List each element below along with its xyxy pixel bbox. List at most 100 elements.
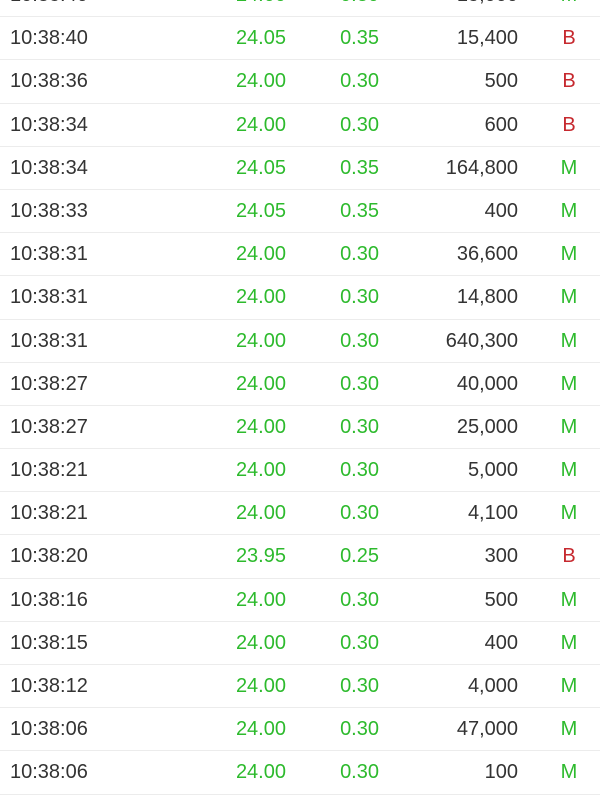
trade-flag: M	[560, 502, 578, 525]
trade-volume: 640,300	[445, 329, 518, 352]
trade-change: 0.30	[340, 0, 379, 16]
trade-change: 0.35	[340, 156, 379, 179]
trade-time: 10:38:12	[10, 675, 88, 697]
trade-price: 24.00	[235, 329, 286, 352]
trade-volume: 500	[484, 588, 518, 611]
trade-change: 0.35	[340, 199, 379, 222]
trade-flag: M	[560, 459, 578, 482]
trade-change: 0.30	[340, 372, 379, 395]
trade-flag: M	[560, 718, 578, 741]
trade-volume: 400	[484, 631, 518, 654]
trade-volume: 36,600	[456, 243, 518, 266]
trade-change: 0.30	[340, 415, 379, 438]
trade-time: 10:38:27	[10, 415, 88, 438]
trade-row[interactable]: 10:38:31 24.00 0.30 640,300 M	[0, 320, 600, 363]
trade-row[interactable]: 10:38:06 24.00 0.30 100 M	[0, 751, 600, 795]
trade-volume: 4,100	[467, 502, 518, 525]
trade-row[interactable]: 10:38:06 24.00 0.30 47,000 M	[0, 708, 600, 752]
trade-row[interactable]: 10:38:36 24.00 0.30 500 B	[0, 60, 600, 104]
trade-flag: B	[562, 113, 576, 136]
trade-volume: 100	[484, 761, 518, 784]
trade-price: 24.00	[235, 675, 286, 697]
trade-row[interactable]: 10:38:21 24.00 0.30 4,100 M	[0, 492, 600, 536]
trade-flag: B	[562, 545, 576, 568]
trade-price: 24.00	[235, 372, 286, 395]
trade-volume: 25,000	[456, 415, 518, 438]
trade-price: 24.00	[236, 0, 286, 16]
trade-flag: M	[558, 0, 580, 16]
trade-row[interactable]: 10:38:15 24.00 0.30 400 M	[0, 622, 600, 665]
trade-row[interactable]: 10:38:33 24.05 0.35 400 M	[0, 190, 600, 234]
trade-time: 10:38:06	[10, 761, 88, 784]
trade-volume: 40,000	[456, 372, 518, 395]
trade-change: 0.30	[340, 286, 379, 309]
trade-flag: M	[560, 156, 578, 179]
trade-time: 10:38:27	[10, 372, 88, 395]
trade-volume: 500	[484, 70, 518, 93]
trade-price: 24.00	[235, 502, 286, 525]
trade-time: 10:38:21	[10, 459, 88, 482]
trade-time: 10:38:31	[10, 286, 88, 309]
trade-row[interactable]: 10:38:27 24.00 0.30 25,000 M	[0, 406, 600, 450]
trade-time: 10:38:15	[10, 631, 88, 654]
trade-volume: 300	[484, 545, 518, 568]
trade-flag: M	[560, 372, 578, 395]
trade-row[interactable]: 10:38:12 24.00 0.30 4,000 M	[0, 665, 600, 709]
trade-change: 0.30	[340, 113, 379, 136]
trade-time: 10:38:40	[10, 27, 88, 50]
trade-change: 0.30	[340, 718, 379, 741]
trade-price: 24.00	[235, 243, 286, 266]
trade-change: 0.30	[340, 70, 379, 93]
trade-flag: M	[560, 329, 578, 352]
trade-row[interactable]: 10:38:21 24.00 0.30 5,000 M	[0, 449, 600, 493]
trade-volume: 15,000	[457, 0, 518, 16]
trade-volume: 5,000	[467, 459, 518, 482]
trade-time: 10:38:31	[10, 243, 88, 266]
trade-row[interactable]: 10:38:31 24.00 0.30 36,600 M	[0, 233, 600, 277]
trade-row[interactable]: 10:38:20 23.95 0.25 300 B	[0, 535, 600, 579]
trade-price: 23.95	[235, 545, 286, 568]
trade-row[interactable]: 10:38:34 24.05 0.35 164,800 M	[0, 147, 600, 190]
trade-change: 0.30	[340, 502, 379, 525]
trade-change: 0.25	[340, 545, 379, 568]
trade-change: 0.30	[340, 761, 379, 784]
trade-time: 10:38:36	[10, 70, 88, 93]
trade-price: 24.00	[235, 459, 286, 482]
trade-price: 24.00	[235, 588, 286, 611]
trade-price: 24.05	[235, 199, 286, 222]
trade-time: 10:38:21	[10, 502, 88, 525]
trade-time: 10:38:33	[10, 199, 88, 222]
trade-time: 10:38:34	[10, 156, 88, 179]
trade-volume: 164,800	[445, 156, 518, 179]
trade-row[interactable]: 10:38:40 24.05 0.35 15,400 B	[0, 17, 600, 61]
trade-flag: B	[562, 70, 576, 93]
trade-change: 0.30	[340, 459, 379, 482]
trade-change: 0.30	[340, 588, 379, 611]
trade-row[interactable]: 10:38:31 24.00 0.30 14,800 M	[0, 276, 600, 320]
trade-change: 0.30	[340, 243, 379, 266]
trade-price: 24.00	[235, 761, 286, 784]
trade-change: 0.30	[340, 329, 379, 352]
trade-price: 24.00	[235, 631, 286, 654]
trade-price: 24.00	[235, 286, 286, 309]
trade-price: 24.00	[235, 718, 286, 741]
trade-time: 10:38:34	[10, 113, 88, 136]
trade-flag: M	[560, 199, 578, 222]
trade-volume: 15,400	[456, 27, 518, 50]
trade-row[interactable]: 10:38:27 24.00 0.30 40,000 M	[0, 363, 600, 406]
trade-volume: 4,000	[467, 675, 518, 697]
trade-flag: B	[562, 27, 576, 50]
trade-row[interactable]: 10:38:16 24.00 0.30 500 M	[0, 579, 600, 622]
trade-time: 10:38:06	[10, 718, 88, 741]
trade-flag: M	[560, 243, 578, 266]
trade-price: 24.05	[235, 27, 286, 50]
trade-time: 10:38:20	[10, 545, 88, 568]
trade-row[interactable]: 10:38:40 24.00 0.30 15,000 M	[0, 0, 600, 18]
trade-price: 24.00	[235, 70, 286, 93]
trade-row[interactable]: 10:38:34 24.00 0.30 600 B	[0, 104, 600, 147]
trade-time: 10:38:31	[10, 329, 88, 352]
trade-volume: 600	[484, 113, 518, 136]
trade-flag: M	[560, 631, 578, 654]
trade-volume: 400	[484, 199, 518, 222]
